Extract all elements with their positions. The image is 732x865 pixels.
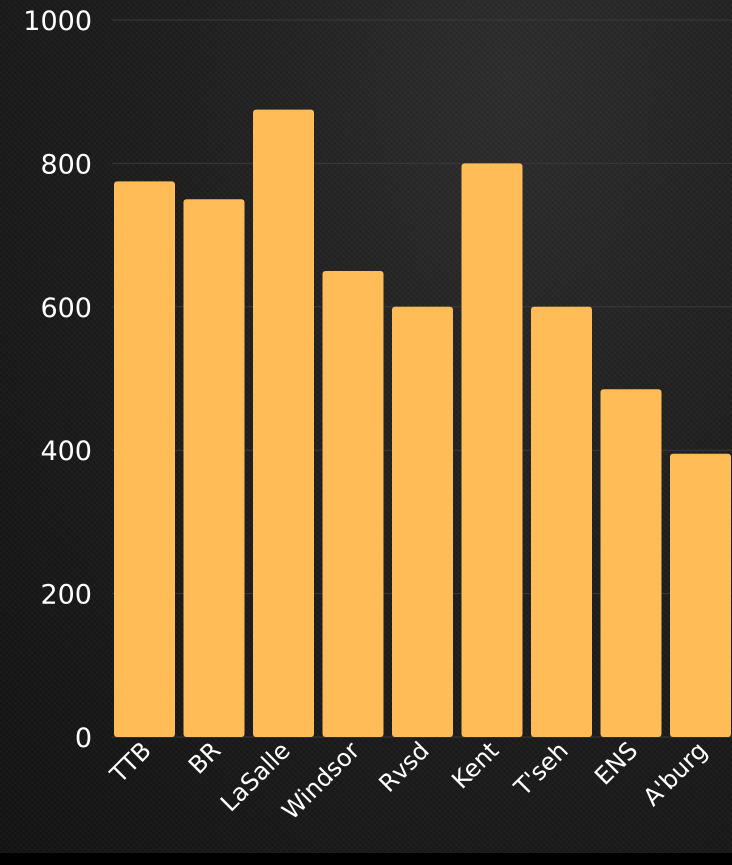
y-tick-label: 800 (40, 149, 92, 180)
x-tick-label: ENS (589, 736, 643, 790)
x-tick-label: A'burg (638, 736, 713, 811)
bar-windsor (322, 270, 384, 737)
x-tick-label: BR (183, 736, 226, 779)
y-tick-label: 0 (75, 723, 92, 754)
x-tick-label: TTB (104, 736, 157, 789)
bar-lasalle (253, 109, 314, 737)
y-tick-label: 200 (40, 580, 92, 611)
bar-t-seh (531, 306, 592, 737)
x-tick-label: Windsor (277, 736, 366, 825)
x-tick-label: Rvsd (373, 736, 434, 797)
y-tick-label: 600 (40, 293, 92, 324)
bar-ttb (114, 181, 175, 737)
x-tick-label: T'seh (508, 736, 574, 802)
bars (114, 109, 731, 737)
bar-kent (461, 163, 523, 737)
bar-ens (600, 389, 662, 737)
bar-rvsd (392, 306, 453, 737)
x-tick-label: Kent (446, 736, 504, 794)
bar-a-burg (670, 453, 731, 737)
bar-br (183, 199, 245, 737)
bottom-edge (0, 853, 732, 865)
y-axis-ticks: 0 200 400 600 800 1000 (23, 6, 92, 754)
y-tick-label: 400 (40, 436, 92, 467)
y-tick-label: 1000 (23, 6, 92, 37)
